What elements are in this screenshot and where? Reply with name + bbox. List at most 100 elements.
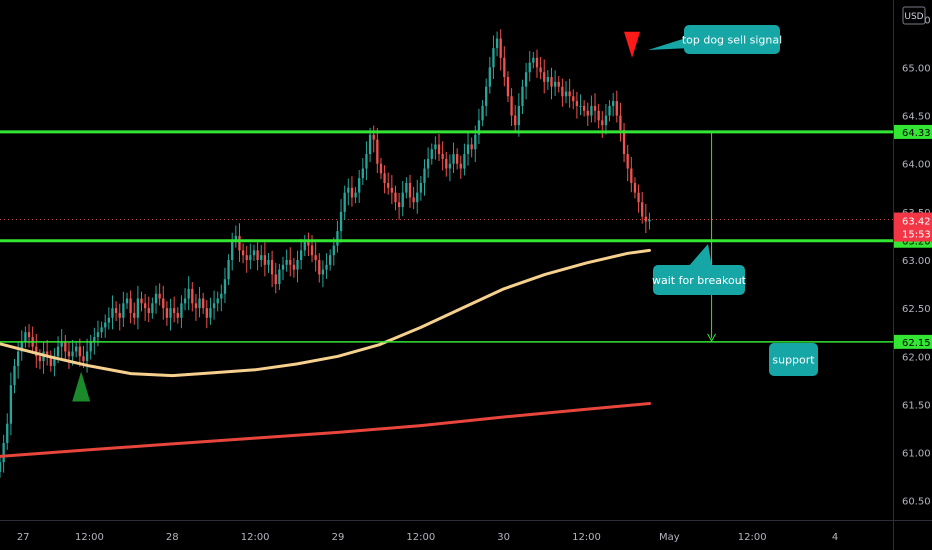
candle: [202, 292, 205, 314]
candle: [455, 148, 459, 170]
candle: [281, 256, 285, 281]
candle-body: [270, 260, 274, 275]
candle: [641, 191, 644, 224]
candle: [582, 100, 586, 117]
candle: [615, 90, 618, 123]
candle-body: [107, 317, 111, 323]
candle: [2, 434, 5, 473]
candle-body: [111, 308, 114, 318]
candle-body: [350, 187, 354, 198]
candle: [325, 253, 328, 279]
candle: [604, 104, 608, 135]
candle-body: [336, 231, 339, 246]
candle-body: [528, 62, 531, 73]
candle: [430, 143, 433, 165]
candle: [539, 57, 542, 80]
candle: [310, 235, 314, 263]
candle: [495, 31, 499, 57]
candle: [314, 242, 317, 272]
candle: [499, 29, 502, 71]
candle-body: [397, 202, 401, 208]
candle-body: [557, 81, 560, 87]
time-tick-label: 12:00: [75, 532, 104, 543]
candle: [227, 254, 230, 286]
candle-body: [485, 86, 488, 106]
candle: [626, 144, 629, 182]
candle-body: [339, 211, 343, 232]
candle-body: [376, 139, 379, 164]
candle: [441, 141, 444, 171]
candle: [263, 242, 267, 277]
candle: [231, 232, 234, 271]
callout-top-dog-sell-signal-box: [684, 25, 780, 54]
candle-body: [437, 144, 441, 155]
candle-body: [71, 351, 74, 357]
candle-body: [212, 303, 216, 309]
candle-body: [252, 250, 256, 256]
candle-body: [633, 182, 637, 193]
candle: [648, 212, 651, 230]
candle-body: [466, 144, 470, 155]
fast-moving-average-line: [0, 248, 651, 378]
candle-body: [343, 192, 346, 212]
candle-body: [459, 163, 462, 169]
candle-body: [93, 337, 96, 342]
currency-label: USD: [904, 12, 923, 22]
candle-body: [6, 423, 9, 443]
candle: [318, 253, 321, 283]
candle-body: [314, 255, 317, 260]
candle: [361, 158, 364, 186]
candle-body: [104, 322, 107, 328]
candle-body: [16, 351, 20, 366]
candle-body: [263, 255, 267, 265]
candle-body: [630, 168, 633, 183]
time-tick-label: 12:00: [241, 532, 270, 543]
candle: [379, 157, 383, 180]
candle-body: [191, 288, 194, 304]
candle: [514, 105, 517, 133]
candle-body: [445, 158, 448, 169]
candle: [572, 89, 575, 110]
candle-body: [274, 274, 277, 285]
candle-body: [114, 308, 118, 313]
time-tick-label: 28: [166, 532, 179, 543]
candle-body: [9, 385, 13, 424]
candle: [586, 102, 589, 126]
candle-body: [38, 356, 42, 362]
candle: [466, 131, 470, 166]
sell-signal-triangle: [624, 31, 641, 58]
candle: [597, 103, 600, 129]
candle: [593, 93, 597, 123]
time-tick-label: 12:00: [406, 532, 435, 543]
candle: [125, 292, 129, 310]
time-tick-label: 12:00: [572, 532, 601, 543]
candle-body: [615, 101, 618, 116]
candle: [423, 159, 426, 196]
candle-body: [49, 356, 52, 366]
candle-body: [572, 96, 575, 102]
candle-body: [46, 351, 49, 357]
level-tag-label: 63.20: [902, 237, 931, 248]
candle: [365, 141, 368, 181]
candle: [339, 199, 343, 243]
candle: [274, 262, 277, 294]
candle-body: [231, 240, 234, 260]
candle-body: [383, 173, 386, 183]
candle: [401, 181, 404, 217]
candle-body: [568, 91, 571, 97]
candle: [64, 334, 67, 360]
candle-body: [303, 240, 306, 251]
candle: [24, 326, 27, 348]
breakout-arrow-head: [707, 333, 717, 342]
markers-layer: [72, 31, 641, 402]
candle: [0, 456, 2, 478]
candle: [452, 142, 455, 173]
candle: [136, 285, 140, 330]
candle: [46, 339, 49, 366]
candle-body: [89, 341, 92, 352]
candle-body: [165, 308, 169, 318]
candle: [416, 179, 419, 214]
candle-body: [278, 269, 281, 285]
